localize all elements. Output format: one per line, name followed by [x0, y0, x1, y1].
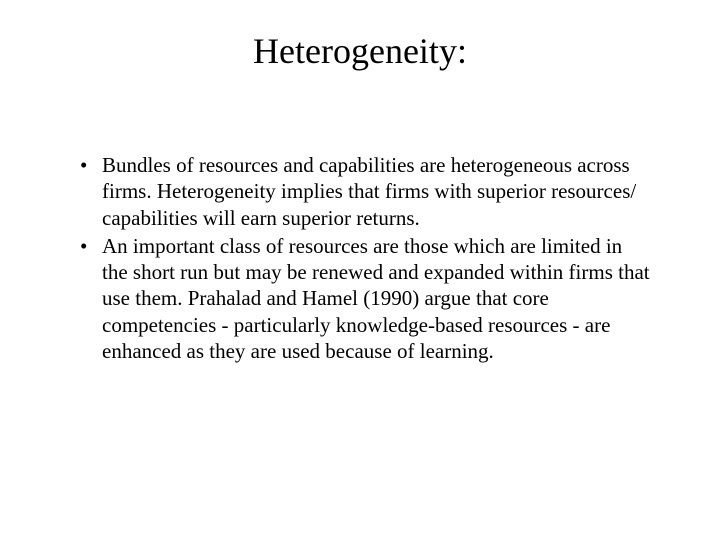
list-item: Bundles of resources and capabilities ar…: [80, 152, 650, 231]
list-item: An important class of resources are thos…: [80, 233, 650, 364]
slide: Heterogeneity: Bundles of resources and …: [0, 0, 720, 540]
slide-title: Heterogeneity:: [60, 30, 660, 72]
bullet-list: Bundles of resources and capabilities ar…: [80, 152, 650, 364]
